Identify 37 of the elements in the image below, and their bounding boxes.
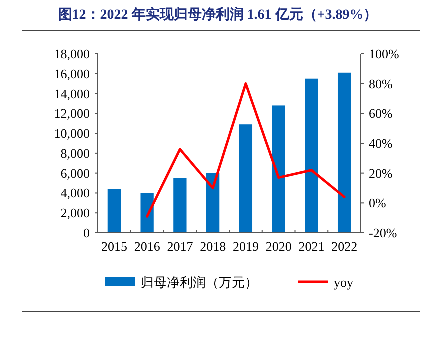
bar (108, 189, 122, 233)
y-tick-label: 8,000 (60, 146, 90, 161)
x-tick-label: 2017 (167, 239, 194, 254)
bar (174, 178, 187, 233)
y2-tick-label: 80% (369, 76, 393, 92)
x-tick-label: 2015 (101, 239, 128, 254)
y-tick-label: 12,000 (54, 106, 90, 122)
y-tick-label: 2,000 (60, 206, 90, 221)
y2-tick-label: 0% (369, 196, 386, 211)
legend-label: 归母净利润（万元） (141, 275, 258, 290)
y-tick-label: 4,000 (60, 186, 90, 201)
bar (338, 72, 352, 233)
chart-title: 图12：2022 年实现归母净利润 1.61 亿元（+3.89%） (58, 6, 378, 23)
y2-tick-label: -20% (369, 226, 398, 240)
x-tick-label: 2020 (266, 239, 292, 254)
bar (140, 193, 154, 233)
legend-label: yoy (334, 275, 354, 290)
x-tick-label: 2018 (200, 239, 226, 254)
y-tick-label: 16,000 (54, 66, 90, 82)
y2-tick-label: 20% (369, 166, 393, 181)
bar (305, 78, 318, 233)
x-tick-label: 2019 (232, 239, 259, 254)
x-tick-label: 2016 (134, 239, 161, 254)
bar (272, 106, 286, 233)
y-tick-label: 10,000 (54, 126, 90, 142)
y-tick-label: 0 (84, 226, 90, 240)
y2-tick-label: 100% (369, 46, 400, 62)
y2-tick-label: 60% (369, 106, 393, 122)
line-series (146, 82, 346, 218)
bar (206, 173, 220, 233)
y-tick-label: 18,000 (54, 46, 90, 62)
y-tick-label: 14,000 (54, 86, 90, 102)
x-tick-label: 2021 (298, 239, 325, 254)
bar (239, 124, 253, 233)
y-tick-label: 6,000 (60, 166, 90, 181)
x-tick-label: 2022 (332, 239, 358, 254)
y2-tick-label: 40% (369, 136, 393, 151)
